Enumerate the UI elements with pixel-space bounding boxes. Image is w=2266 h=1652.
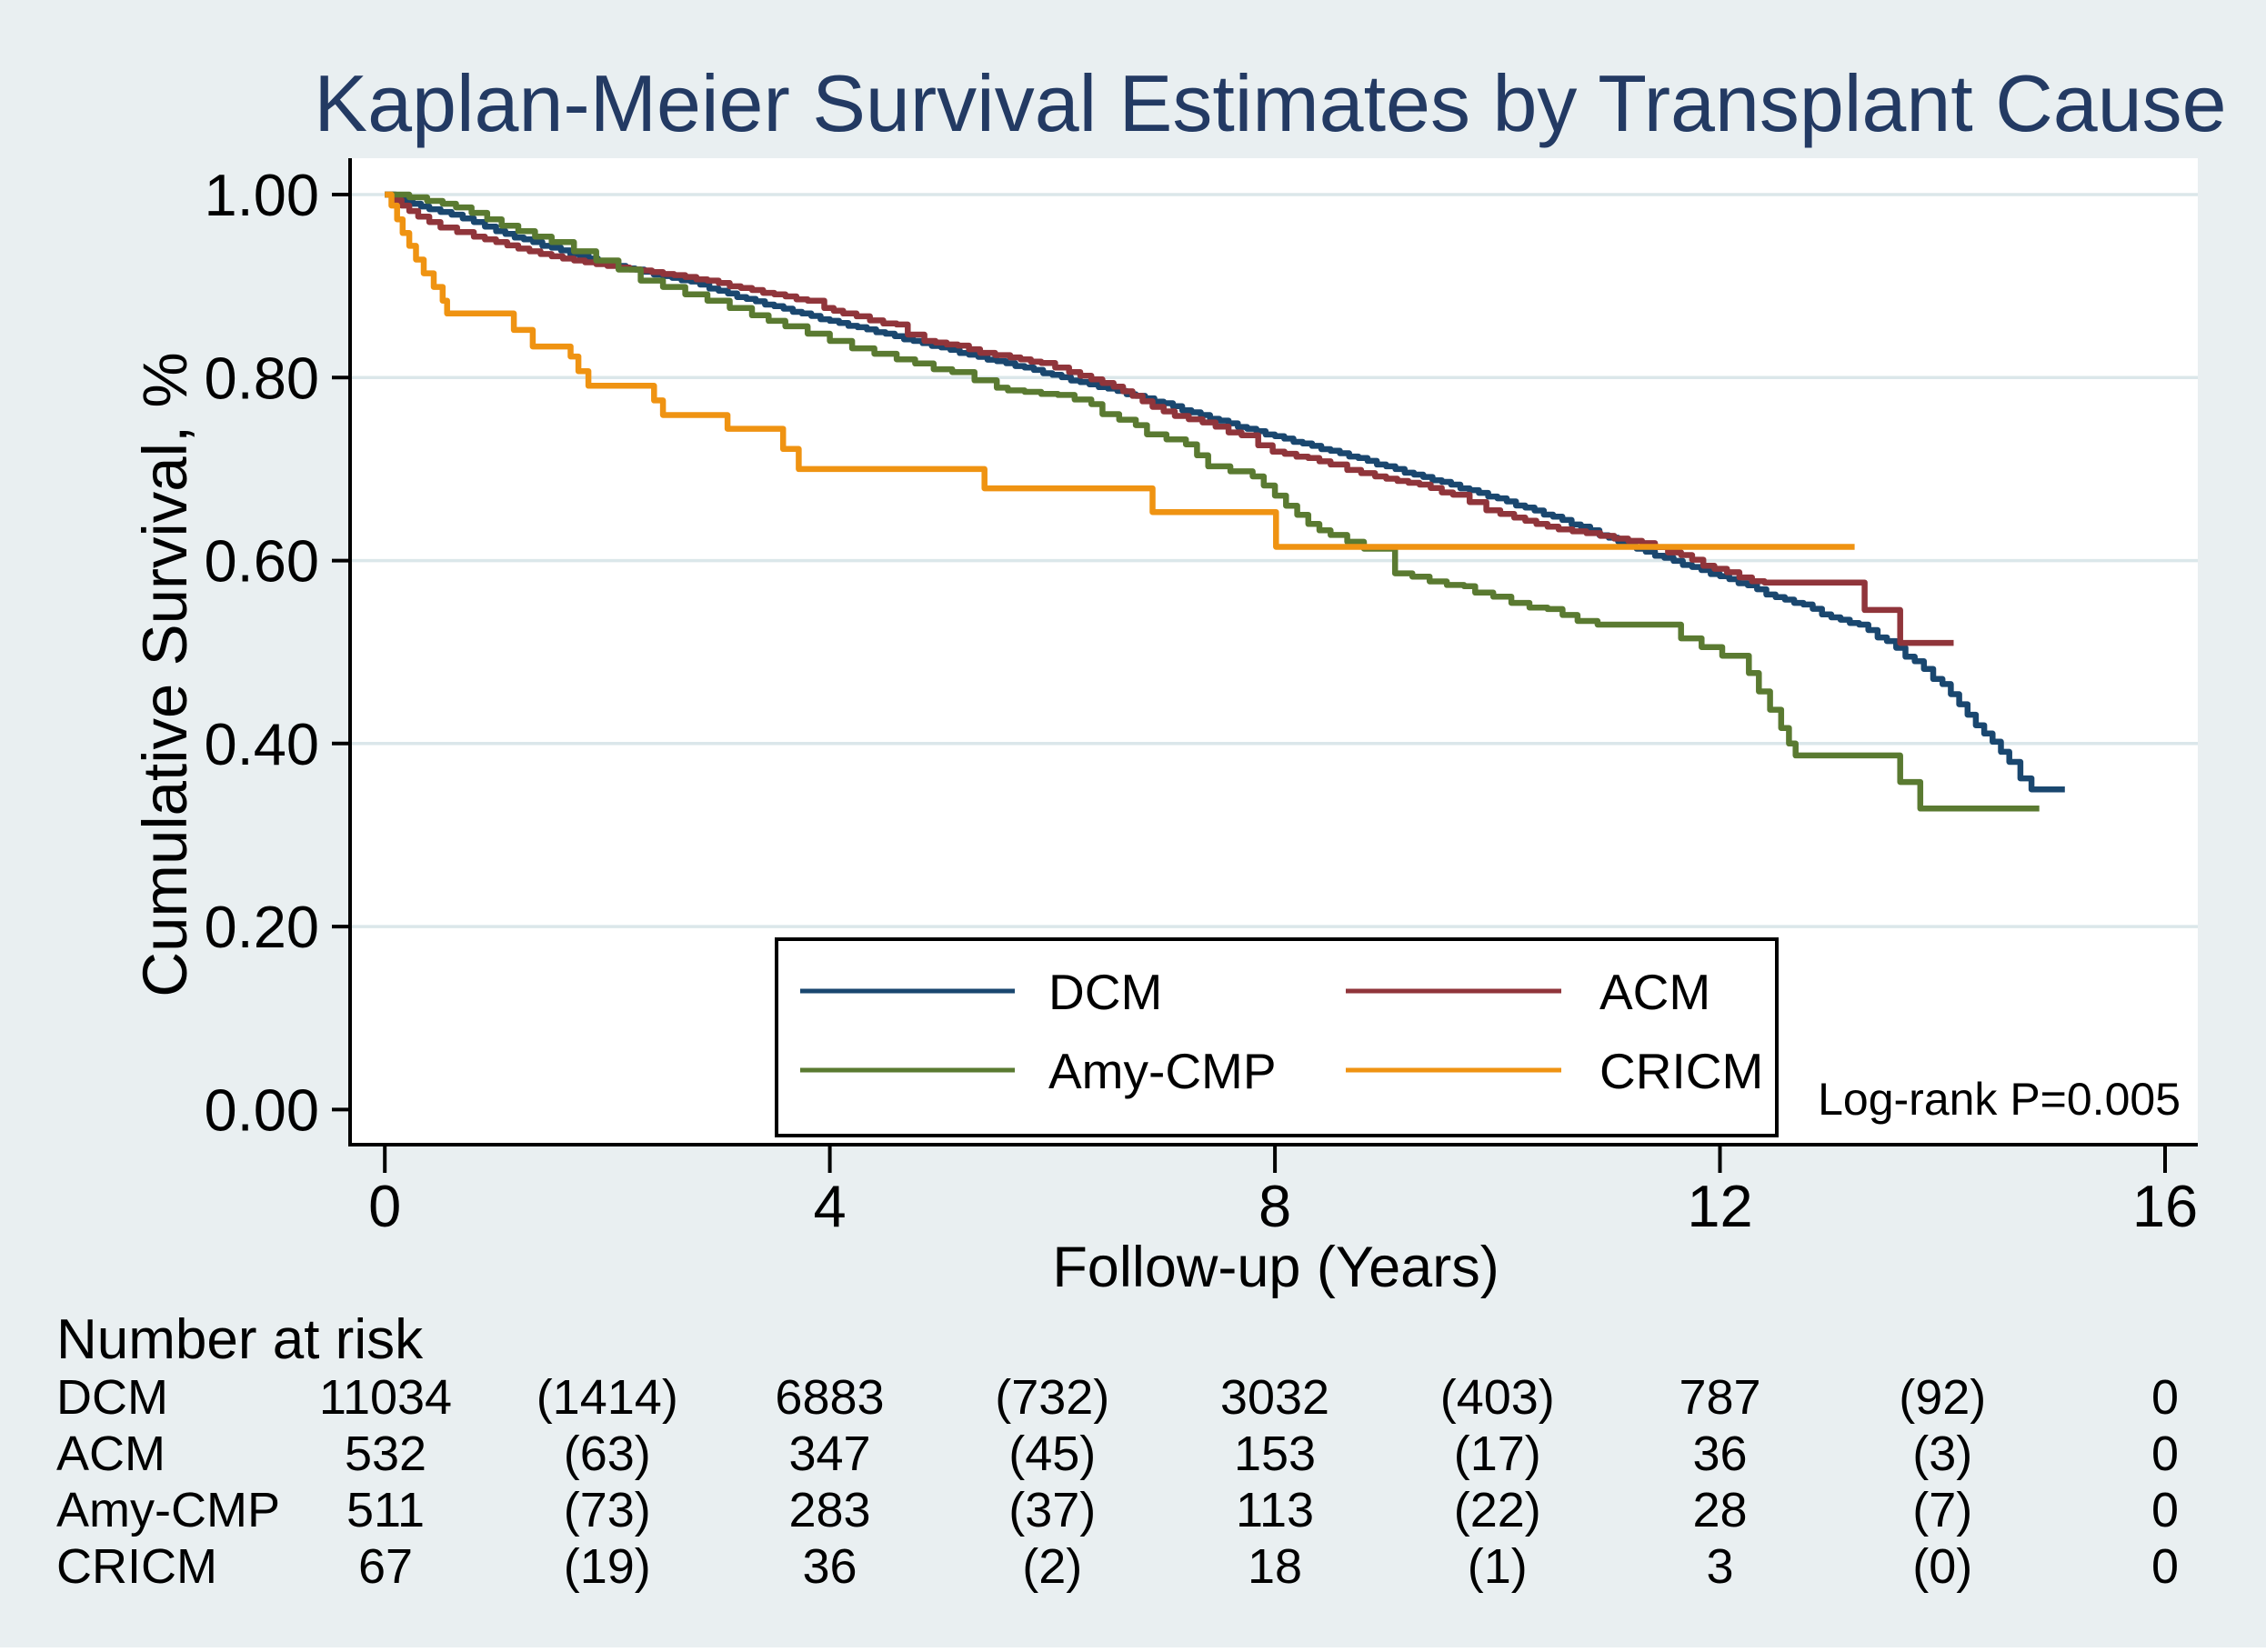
svg-text:787: 787	[1679, 1370, 1760, 1425]
svg-text:153: 153	[1234, 1427, 1316, 1481]
svg-text:CRICM: CRICM	[56, 1539, 217, 1594]
svg-text:(17): (17)	[1454, 1427, 1541, 1481]
svg-text:ACM: ACM	[1599, 964, 1710, 1020]
svg-text:11034: 11034	[319, 1370, 452, 1425]
svg-text:0.80: 0.80	[204, 345, 319, 411]
svg-text:347: 347	[788, 1427, 870, 1481]
svg-text:Amy-CMP: Amy-CMP	[56, 1483, 280, 1537]
svg-text:(1414): (1414)	[536, 1370, 678, 1425]
svg-text:(63): (63)	[564, 1427, 651, 1481]
svg-text:Cumulative Survival, %: Cumulative Survival, %	[130, 352, 200, 996]
svg-text:(22): (22)	[1454, 1483, 1541, 1537]
svg-text:Follow-up (Years): Follow-up (Years)	[1052, 1236, 1499, 1299]
svg-text:(0): (0)	[1912, 1539, 1972, 1594]
svg-text:(732): (732)	[995, 1370, 1109, 1425]
svg-text:(403): (403)	[1440, 1370, 1555, 1425]
svg-text:ACM: ACM	[56, 1427, 165, 1481]
svg-text:0.20: 0.20	[204, 894, 319, 960]
svg-text:18: 18	[1248, 1539, 1302, 1594]
svg-text:0: 0	[2151, 1539, 2179, 1594]
svg-text:3: 3	[1706, 1539, 1733, 1594]
svg-text:511: 511	[346, 1483, 425, 1537]
svg-text:(92): (92)	[1899, 1370, 1986, 1425]
svg-text:Number at risk: Number at risk	[56, 1308, 424, 1371]
svg-text:(3): (3)	[1912, 1427, 1972, 1481]
svg-text:0: 0	[2151, 1483, 2179, 1537]
svg-text:12: 12	[1687, 1173, 1752, 1239]
svg-text:532: 532	[345, 1427, 426, 1481]
svg-text:Kaplan-Meier Survival Estimate: Kaplan-Meier Survival Estimates by Trans…	[314, 58, 2226, 148]
svg-text:(7): (7)	[1912, 1483, 1972, 1537]
svg-text:CRICM: CRICM	[1599, 1043, 1763, 1099]
svg-text:0.60: 0.60	[204, 528, 319, 595]
svg-text:36: 36	[802, 1539, 857, 1594]
svg-text:0: 0	[2151, 1370, 2179, 1425]
svg-text:(45): (45)	[1008, 1427, 1096, 1481]
svg-text:(37): (37)	[1008, 1483, 1096, 1537]
svg-text:16: 16	[2132, 1173, 2198, 1239]
svg-text:Log-rank P=0.005: Log-rank P=0.005	[1818, 1074, 2181, 1125]
svg-text:(73): (73)	[564, 1483, 651, 1537]
svg-text:6883: 6883	[775, 1370, 884, 1425]
svg-text:28: 28	[1692, 1483, 1747, 1537]
svg-text:DCM: DCM	[1048, 964, 1162, 1020]
svg-text:(19): (19)	[564, 1539, 651, 1594]
svg-text:113: 113	[1236, 1483, 1314, 1537]
svg-text:0.40: 0.40	[204, 711, 319, 777]
svg-text:4: 4	[814, 1173, 847, 1239]
svg-text:3032: 3032	[1220, 1370, 1329, 1425]
svg-text:Amy-CMP: Amy-CMP	[1048, 1043, 1277, 1099]
svg-text:DCM: DCM	[56, 1370, 168, 1425]
svg-text:67: 67	[358, 1539, 413, 1594]
svg-text:0.00: 0.00	[204, 1076, 319, 1143]
svg-text:0: 0	[368, 1173, 401, 1239]
svg-text:0: 0	[2151, 1427, 2179, 1481]
svg-text:(2): (2)	[1022, 1539, 1082, 1594]
svg-text:283: 283	[788, 1483, 870, 1537]
svg-text:(1): (1)	[1468, 1539, 1528, 1594]
svg-text:36: 36	[1692, 1427, 1747, 1481]
svg-text:1.00: 1.00	[204, 162, 319, 228]
svg-text:8: 8	[1258, 1173, 1291, 1239]
